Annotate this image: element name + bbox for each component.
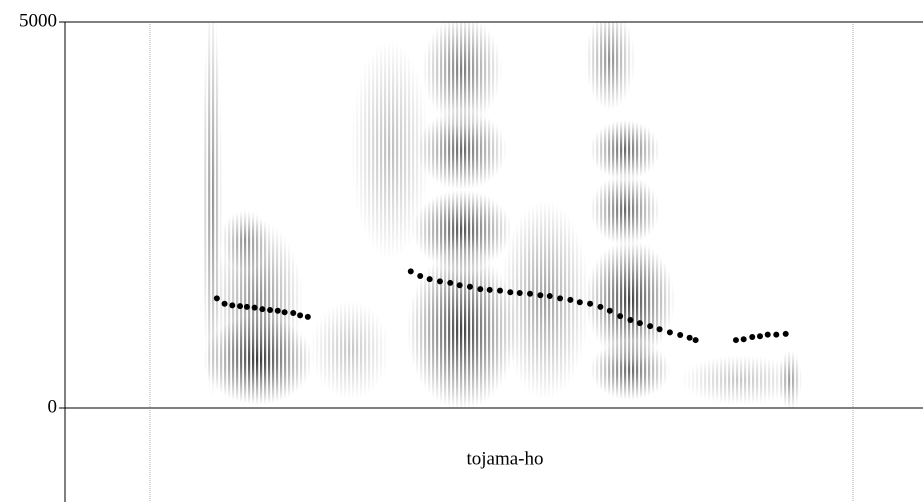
pitch-point [773, 331, 780, 338]
pitch-point [567, 296, 574, 303]
pitch-point [213, 295, 220, 302]
pitch-point [297, 312, 304, 319]
pitch-point [677, 332, 684, 339]
pitch-point [426, 276, 433, 283]
y-tick-label: 5000 [19, 10, 57, 31]
pitch-point [281, 309, 288, 316]
pitch-point [749, 333, 756, 340]
pitch-point [417, 272, 424, 279]
pitch-point [576, 299, 583, 306]
pitch-point [497, 287, 504, 294]
pitch-point [466, 283, 473, 290]
pitch-point [274, 307, 281, 314]
tier-label: tojama-ho [466, 448, 543, 469]
y-tick-label: 0 [48, 396, 58, 417]
pitch-point [692, 337, 699, 344]
pitch-point [546, 293, 553, 300]
pitch-point [666, 329, 673, 336]
pitch-point [304, 313, 311, 320]
pitch-point [627, 316, 634, 323]
pitch-point [740, 336, 747, 343]
pitch-point [259, 306, 266, 313]
pitch-point [686, 334, 693, 341]
pitch-point [221, 300, 228, 307]
pitch-point [587, 300, 594, 307]
pitch-point [243, 303, 250, 310]
pitch-point [606, 307, 613, 314]
pitch-point [251, 304, 258, 311]
spectrogram-shading [65, 22, 923, 408]
pitch-point [477, 286, 484, 293]
pitch-point [764, 331, 771, 338]
pitch-point [267, 306, 274, 313]
pitch-point [436, 278, 443, 285]
pitch-point [407, 268, 414, 275]
pitch-point [782, 330, 789, 337]
pitch-point [290, 310, 297, 317]
pitch-point [229, 302, 236, 309]
marks: 0 5000 [19, 10, 854, 502]
pitch-point [557, 295, 564, 302]
pitch-point [732, 337, 739, 344]
pitch-point [647, 323, 654, 330]
pitch-point [636, 320, 643, 327]
pitch-point [756, 333, 763, 340]
pitch-point [656, 326, 663, 333]
pitch-point [237, 303, 244, 310]
pitch-point [447, 279, 454, 286]
pitch-point [597, 303, 604, 310]
pitch-point [527, 290, 534, 297]
pitch-point [486, 286, 493, 293]
pitch-point [456, 282, 463, 289]
pitch-point [617, 313, 624, 320]
pitch-point [507, 289, 514, 296]
pitch-point [516, 289, 523, 296]
pitch-point [537, 292, 544, 299]
